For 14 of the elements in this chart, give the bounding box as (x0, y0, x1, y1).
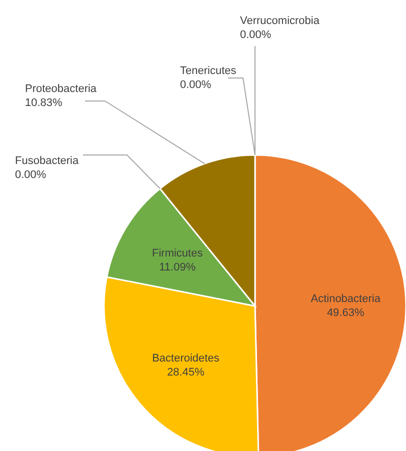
data-label: 49.63% (326, 306, 364, 319)
text: 0.00% (15, 169, 46, 181)
slice-label: Bacteroidetes (152, 352, 220, 364)
category-label: Fusobacteria (15, 155, 79, 167)
category-label: Tenericutes (180, 65, 236, 77)
slice-label: Proteobacteria (25, 83, 98, 95)
text: 0.00% (240, 29, 272, 41)
data-label: 10.83% (25, 97, 63, 109)
text: 0.00% (180, 79, 212, 91)
data-label: 11.09% (159, 261, 196, 274)
category-label: Verrucomicrobia (240, 15, 320, 27)
slice-label: Actinobacteria (310, 292, 382, 305)
data-label: 28.45% (167, 366, 205, 378)
slice-label: Firmicutes (152, 247, 204, 260)
